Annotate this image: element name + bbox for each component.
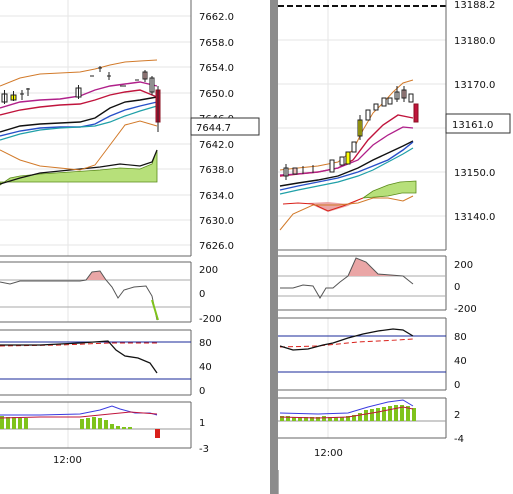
current-price-tag: 13161.0 [445,113,511,134]
svg-text:7658.0: 7658.0 [199,38,234,49]
line-blue [279,141,414,191]
svg-text:7638.0: 7638.0 [199,165,234,176]
price-axis: 13188.2 13180.0 13170.0 13150.0 13140.0 [454,0,495,223]
svg-text:1: 1 [199,418,205,429]
candlesticks [283,86,419,180]
time-label: 12:00 [53,455,82,466]
volume-area [0,149,158,186]
oscillator-2: 80 40 0 [278,317,467,391]
svg-text:7626.0: 7626.0 [199,241,234,252]
oscillator-2: 80 40 0 [0,329,212,397]
oscillator-1: 200 0 -200 [278,255,477,315]
pane-divider[interactable] [270,0,278,494]
svg-text:200: 200 [199,265,218,276]
svg-text:13180.0: 13180.0 [454,36,495,47]
svg-text:7630.0: 7630.0 [199,216,234,227]
svg-text:7634.0: 7634.0 [199,191,234,202]
upper-band [0,59,158,87]
svg-text:-200: -200 [454,304,477,315]
svg-text:7654.0: 7654.0 [199,63,234,74]
svg-text:40: 40 [199,362,212,373]
svg-text:-200: -200 [199,314,222,325]
right-chart-pane[interactable]: 13188.2 13180.0 13170.0 13150.0 13140.0 … [278,0,513,494]
line-red [279,114,414,177]
svg-text:-4: -4 [454,434,464,445]
lower-band [279,195,414,231]
svg-text:7662.0: 7662.0 [199,12,234,23]
lower-band [0,120,158,171]
svg-text:80: 80 [454,332,467,343]
oscillator-1: 200 0 -200 [0,261,222,325]
line-teal [279,147,414,195]
svg-text:0: 0 [199,386,205,397]
svg-text:-3: -3 [199,444,209,455]
line-black [279,140,414,187]
oscillator-3: 1 -3 [0,401,209,455]
svg-text:7642.0: 7642.0 [199,140,234,151]
svg-text:0: 0 [454,380,460,391]
svg-text:7650.0: 7650.0 [199,89,234,100]
svg-text:200: 200 [454,260,473,271]
svg-text:0: 0 [454,282,460,293]
svg-text:13188.2: 13188.2 [454,0,495,11]
svg-text:13161.0: 13161.0 [452,120,493,131]
svg-text:0: 0 [199,289,205,300]
svg-text:2: 2 [454,410,460,421]
left-chart-pane[interactable]: 7662.0 7658.0 7654.0 7650.0 7646.0 7642.… [0,0,262,494]
right-chart: 13188.2 13180.0 13170.0 13150.0 13140.0 … [278,0,511,494]
svg-text:7644.7: 7644.7 [196,123,231,134]
line-magenta [0,81,158,109]
line-magenta [279,126,414,176]
svg-text:13170.0: 13170.0 [454,80,495,91]
svg-text:13140.0: 13140.0 [454,212,495,223]
svg-text:40: 40 [454,356,467,367]
svg-text:13150.0: 13150.0 [454,168,495,179]
svg-text:80: 80 [199,338,212,349]
time-label: 12:00 [314,448,343,459]
left-chart: 7662.0 7658.0 7654.0 7650.0 7646.0 7642.… [0,0,260,466]
volume-area [361,180,417,199]
line-black [0,96,158,133]
line-teal [0,105,158,141]
candlesticks [1,66,161,132]
line-red [0,89,158,116]
upper-band [279,79,414,171]
current-price-tag: 7644.7 [190,117,260,136]
line-blue [0,101,158,137]
oscillator-3: 2 -4 [278,397,464,445]
